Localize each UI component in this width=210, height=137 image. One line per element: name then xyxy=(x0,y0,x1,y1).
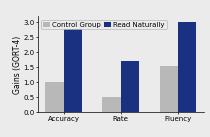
Bar xyxy=(64,25,82,112)
Legend: Control Group, Read Naturally: Control Group, Read Naturally xyxy=(41,20,167,29)
Bar xyxy=(160,66,178,112)
Y-axis label: Gains (GORT-4): Gains (GORT-4) xyxy=(13,35,22,94)
Bar xyxy=(178,22,196,112)
Bar xyxy=(121,61,139,112)
Bar xyxy=(102,97,121,112)
Bar xyxy=(45,82,64,112)
